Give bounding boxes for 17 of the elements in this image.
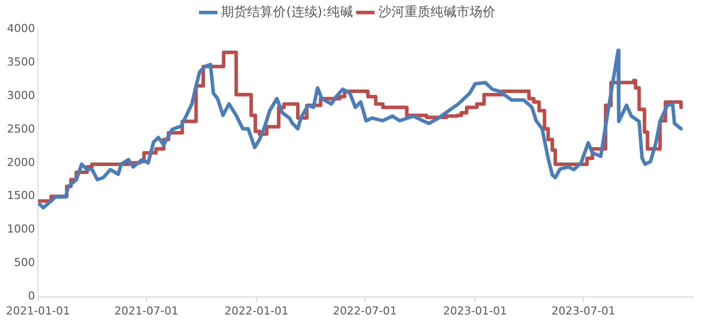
x-tick-label: 2023-07-01 [551, 304, 616, 318]
y-tick-label: 3000 [6, 88, 35, 102]
y-tick-label: 3500 [6, 55, 35, 68]
legend-label: 期货结算价(连续):纯碱 [221, 4, 353, 20]
y-tick-label: 1000 [6, 222, 35, 236]
x-tick-label: 2021-07-01 [114, 304, 178, 318]
y-tick-label: 4000 [6, 22, 35, 35]
y-tick-label: 0 [28, 290, 35, 303]
y-tick-label: 500 [14, 256, 35, 270]
x-tick-label: 2022-07-01 [332, 304, 397, 318]
y-tick-label: 2000 [6, 156, 35, 169]
x-tick-label: 2022-01-01 [224, 304, 288, 318]
legend-label: 沙河重质纯碱市场价 [378, 4, 496, 20]
x-tick-label: 2021-01-01 [6, 304, 70, 318]
y-tick-label: 1500 [6, 189, 35, 202]
y-tick-label: 2500 [6, 122, 35, 136]
x-tick-label: 2023-01-01 [443, 304, 508, 318]
